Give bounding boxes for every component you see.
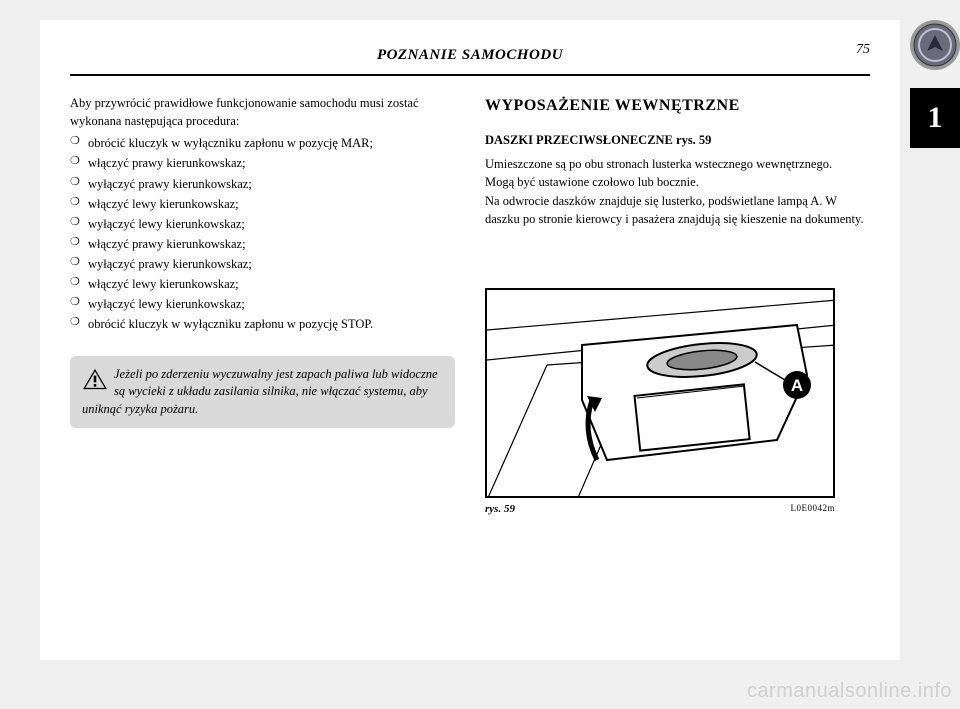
chapter-tab: 1	[910, 88, 960, 148]
watermark: carmanualsonline.info	[747, 680, 952, 703]
figure-illustration: A	[485, 288, 835, 498]
list-item: obrócić kluczyk w wyłączniku zapłonu w p…	[70, 134, 455, 152]
page-number: 75	[856, 42, 870, 58]
list-item: wyłączyć lewy kierunkowskaz;	[70, 215, 455, 233]
list-item: włączyć prawy kierunkowskaz;	[70, 235, 455, 253]
warning-text: Jeżeli po zderzeniu wyczuwalny jest zapa…	[82, 367, 438, 416]
figure-callout-label: A	[791, 376, 803, 395]
left-column: Aby przywrócić prawidłowe funkcjonowanie…	[70, 94, 455, 518]
list-item: obrócić kluczyk w wyłączniku zapłonu w p…	[70, 315, 455, 333]
sub-title: DASZKI PRZECIWSŁONECZNE rys. 59	[485, 131, 870, 149]
content-columns: Aby przywrócić prawidłowe funkcjonowanie…	[70, 94, 870, 518]
figure-caption: rys. 59 L0E0042m	[485, 502, 835, 518]
brand-logo	[910, 20, 960, 70]
header-rule	[70, 74, 870, 76]
warning-icon	[82, 368, 108, 390]
figure-label: rys. 59	[485, 502, 515, 518]
page-header: POZNANIE SAMOCHODU 75	[70, 40, 870, 70]
list-item: włączyć lewy kierunkowskaz;	[70, 195, 455, 213]
list-item: wyłączyć prawy kierunkowskaz;	[70, 175, 455, 193]
figure: A rys. 59 L0E0042m	[485, 288, 870, 518]
manual-page: POZNANIE SAMOCHODU 75 Aby przywrócić pra…	[40, 20, 900, 660]
intro-text: Aby przywrócić prawidłowe funkcjonowanie…	[70, 94, 455, 130]
body-text: Umieszczone są po obu stronach lusterka …	[485, 155, 870, 228]
right-column: WYPOSAŻENIE WEWNĘTRZNE DASZKI PRZECIWSŁO…	[485, 94, 870, 518]
list-item: wyłączyć prawy kierunkowskaz;	[70, 255, 455, 273]
header-title: POZNANIE SAMOCHODU	[377, 47, 563, 64]
section-title: WYPOSAŻENIE WEWNĘTRZNE	[485, 94, 870, 117]
list-item: włączyć lewy kierunkowskaz;	[70, 275, 455, 293]
side-tab: 1	[910, 20, 960, 660]
procedure-list: obrócić kluczyk w wyłączniku zapłonu w p…	[70, 134, 455, 333]
figure-code: L0E0042m	[791, 502, 836, 518]
list-item: wyłączyć lewy kierunkowskaz;	[70, 295, 455, 313]
chapter-number: 1	[928, 101, 943, 135]
warning-box: Jeżeli po zderzeniu wyczuwalny jest zapa…	[70, 356, 455, 429]
list-item: włączyć prawy kierunkowskaz;	[70, 154, 455, 172]
